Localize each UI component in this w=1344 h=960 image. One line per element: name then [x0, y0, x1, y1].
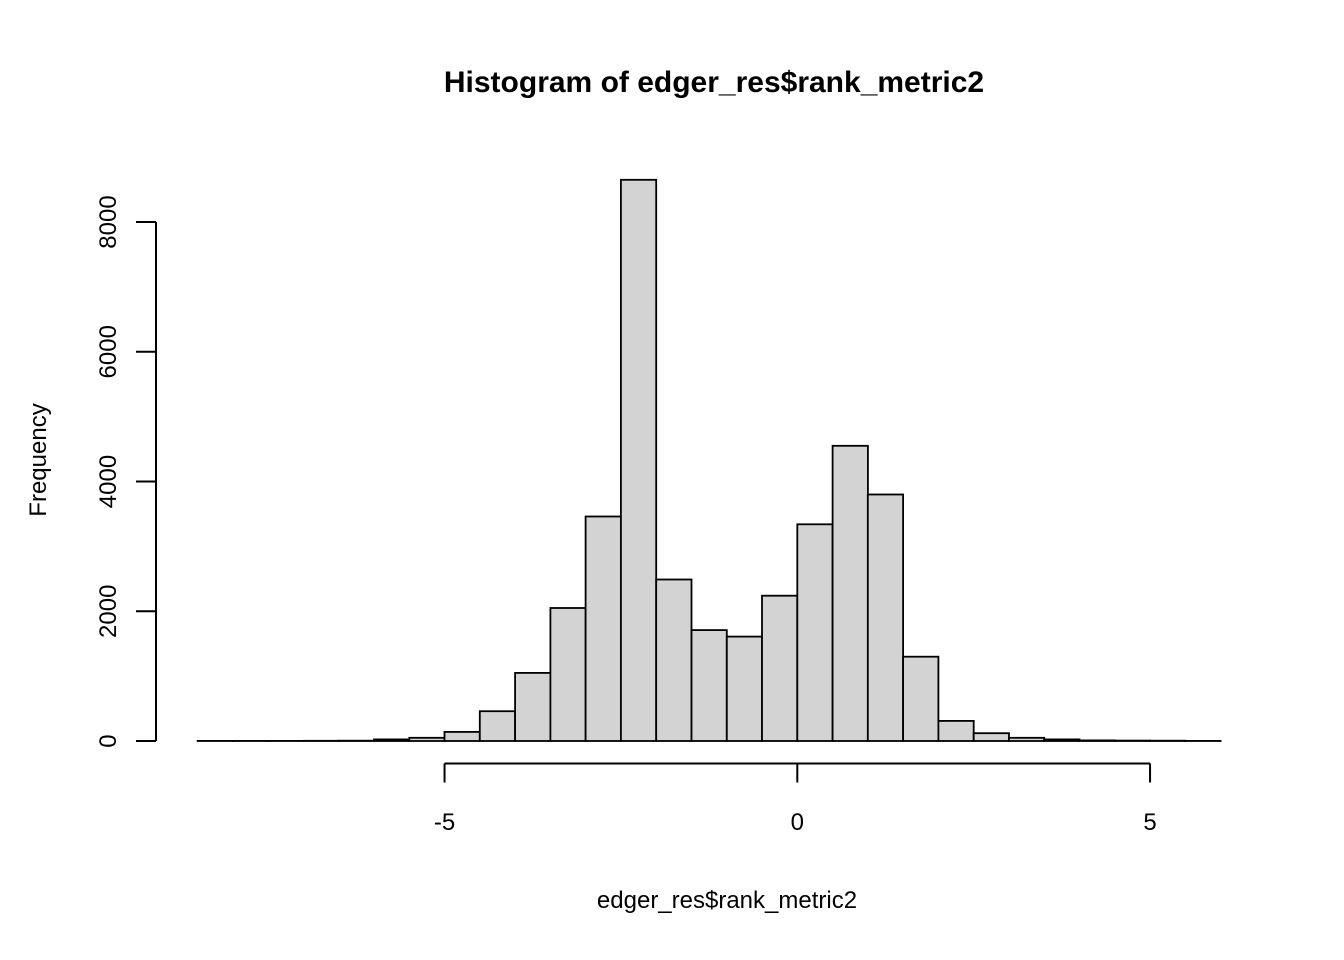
- histogram-bar: [831, 444, 869, 742]
- histogram-bar: [373, 738, 411, 742]
- histogram-bar: [796, 523, 834, 742]
- x-tick-label: 5: [1143, 809, 1156, 836]
- y-tick-label: 6000: [95, 325, 122, 378]
- y-tick-label: 4000: [95, 455, 122, 508]
- histogram-bar: [584, 515, 622, 742]
- y-axis: 0 2000 4000 6000 8000: [95, 195, 157, 748]
- histogram-bar: [1008, 736, 1046, 742]
- histogram-bar: [972, 732, 1010, 742]
- histogram-bar: [408, 736, 446, 742]
- y-tick-label: 0: [95, 734, 122, 747]
- histogram-bar: [514, 672, 552, 742]
- y-tick-label: 2000: [95, 585, 122, 638]
- x-tick-label: -5: [434, 809, 455, 836]
- histogram-bar: [690, 629, 728, 742]
- histogram-bar: [902, 655, 940, 742]
- x-axis-label: edger_res$rank_metric2: [597, 887, 857, 914]
- histogram-bar: [725, 635, 763, 742]
- histogram-bar: [443, 731, 481, 742]
- x-axis: -5 0 5: [434, 762, 1157, 836]
- bars-group: [196, 178, 1222, 742]
- histogram-bar: [549, 607, 587, 742]
- histogram-bar: [1078, 739, 1116, 742]
- y-tick-label: 8000: [95, 195, 122, 248]
- histogram-bar: [761, 594, 799, 742]
- x-tick-label: 0: [791, 809, 804, 836]
- histogram-bar: [478, 710, 516, 742]
- chart-title: Histogram of edger_res$rank_metric2: [444, 66, 984, 99]
- histogram-bar: [655, 578, 693, 742]
- histogram-bar: [937, 720, 975, 742]
- histogram-bar: [866, 493, 904, 742]
- y-axis-label: Frequency: [25, 403, 52, 516]
- histogram-bar: [1043, 738, 1081, 742]
- histogram-bar: [620, 178, 658, 742]
